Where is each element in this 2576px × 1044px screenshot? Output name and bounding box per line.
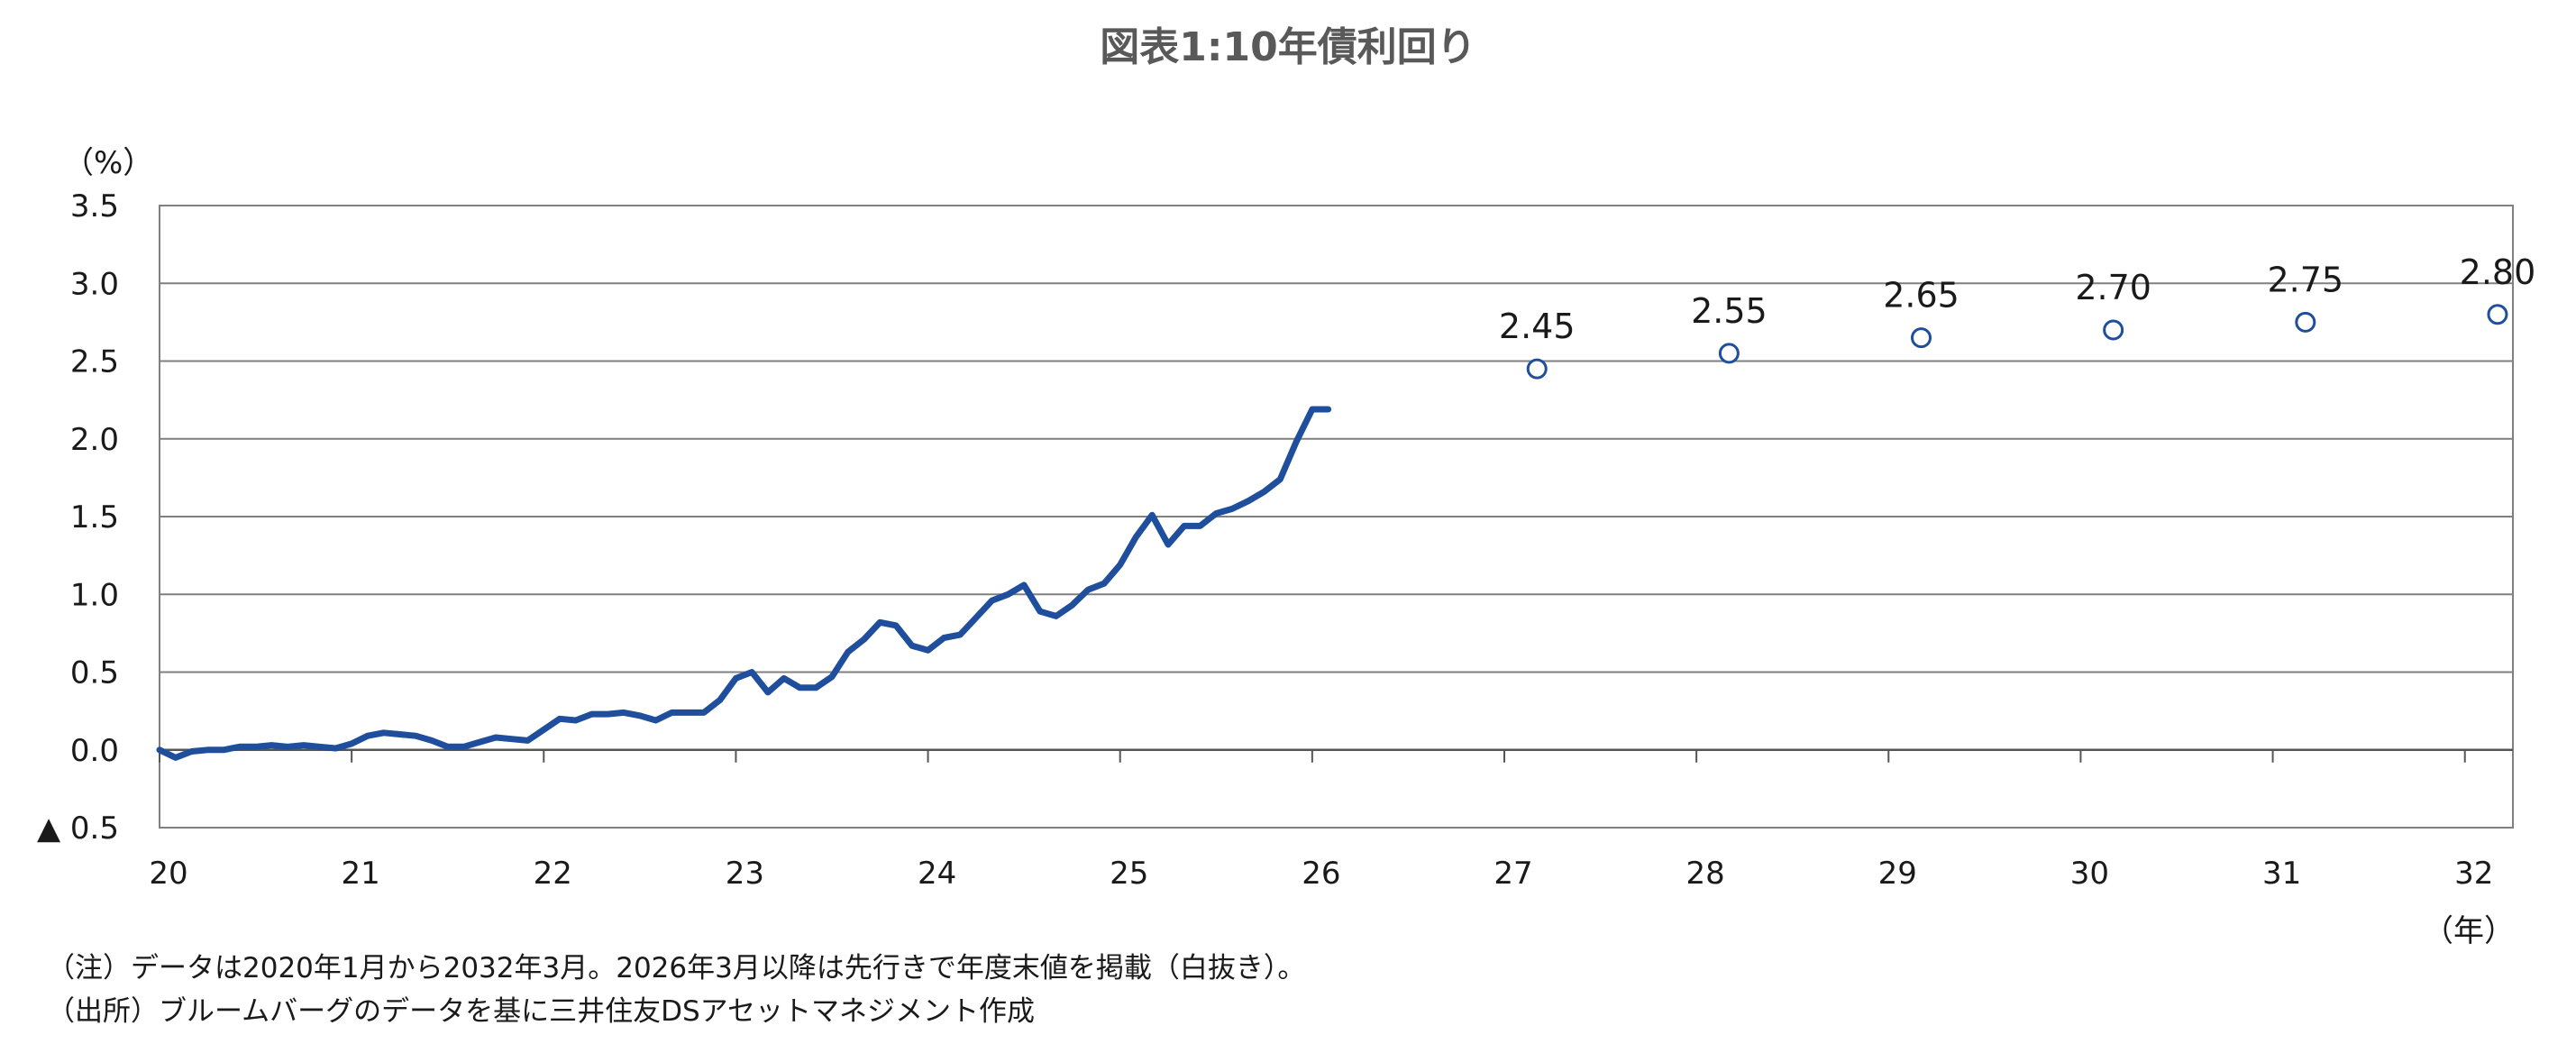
y-tick-label: 2.0 [70,422,119,458]
forecast-data-label: 2.80 [2460,252,2536,292]
x-tick-label: 27 [1494,856,1532,892]
y-tick-label: 1.0 [70,577,119,613]
y-tick-label: 3.5 [70,188,119,224]
x-tick-label: 23 [726,856,764,892]
x-tick-label: 22 [534,856,572,892]
y-tick-label: 0.5 [70,655,119,691]
x-axis-label: （年） [2423,913,2515,949]
grid-layer [160,205,2513,829]
y-tick-label: 1.5 [70,499,119,536]
x-tick-label: 29 [1878,856,1917,892]
historical-yield-line [156,406,1332,761]
footnotes: （注）データは2020年1月から2032年3月。2026年3月以降は先行きで年度… [47,947,1305,1033]
y-tick-label: ▲ 0.5 [37,810,119,847]
note-text: （注）データは2020年1月から2032年3月。2026年3月以降は先行きで年度… [47,952,1306,984]
x-tick-label: 24 [918,856,956,892]
label-layer: 3.5 3.0 2.5 2.0 1.5 1.0 0.5 0.0 ▲ 0.5 20 21 22 23 24 2… [37,188,2535,892]
x-tick-label: 28 [1686,856,1725,892]
plot-border [159,205,2514,829]
forecast-point [1526,358,1548,380]
x-tick-label: 21 [342,856,380,892]
x-tick-label: 31 [2262,856,2301,892]
y-tick-label: 2.5 [70,344,119,380]
axis-layer [159,205,2514,829]
forecast-data-label: 2.55 [1691,291,1768,331]
y-tick-label: 3.0 [70,266,119,302]
source-text: （出所）ブルームバーグのデータを基に三井住友DSアセットマネジメント作成 [47,995,1035,1028]
forecast-point [1911,327,1932,349]
x-tick-label: 30 [2070,856,2109,892]
y-tick-label: 0.0 [70,733,119,769]
y-axis-label: （%） [63,145,153,181]
series-layer [156,304,2508,761]
forecast-point [2487,304,2508,325]
forecast-data-label: 2.65 [1883,276,1959,316]
forecast-point [1718,343,1740,364]
forecast-point [2103,319,2124,341]
x-tick-label: 32 [2454,856,2493,892]
chart-title: 図表1:10年債利回り [1100,24,1476,70]
forecast-point [2295,311,2316,333]
forecast-data-label: 2.45 [1499,307,1576,346]
x-tick-label: 26 [1302,856,1340,892]
x-tick-label: 20 [149,856,187,892]
forecast-data-label: 2.75 [2268,260,2344,299]
x-tick-label: 25 [1110,856,1148,892]
forecast-data-label: 2.70 [2075,268,2151,307]
